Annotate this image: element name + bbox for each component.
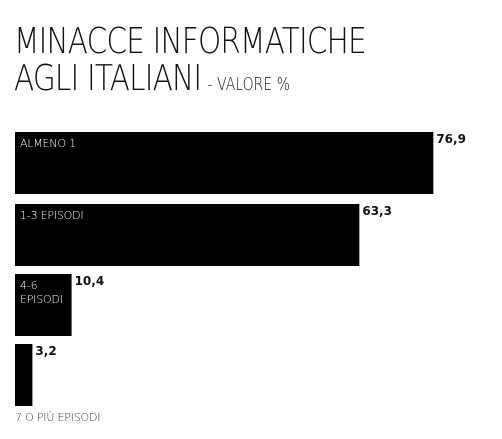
value-label-2: 63,3 — [362, 204, 392, 218]
bar-3 — [15, 274, 72, 336]
category-label-1: ALMENO 1 — [20, 137, 76, 150]
bar-2 — [15, 204, 360, 266]
value-label-1: 76,9 — [436, 132, 466, 146]
category-label-4: 7 O PIÙ EPISODI — [15, 411, 100, 424]
value-label-3: 10,4 — [75, 274, 105, 288]
chart-title: MINACCE INFORMATICHE AGLI ITALIANI - VALO… — [14, 24, 484, 98]
bar-4 — [15, 344, 33, 406]
value-label-4: 3,2 — [35, 344, 56, 358]
chart-title-line-1: MINACCE INFORMATICHE — [14, 21, 367, 62]
bar-1 — [15, 132, 434, 194]
chart-subtitle: - VALORE % — [207, 74, 291, 95]
chart-title-line-2: AGLI ITALIANI — [14, 58, 202, 99]
category-label-2: 1-3 EPISODI — [20, 209, 83, 222]
category-label-3: 4-6 EPISODI — [20, 279, 63, 306]
